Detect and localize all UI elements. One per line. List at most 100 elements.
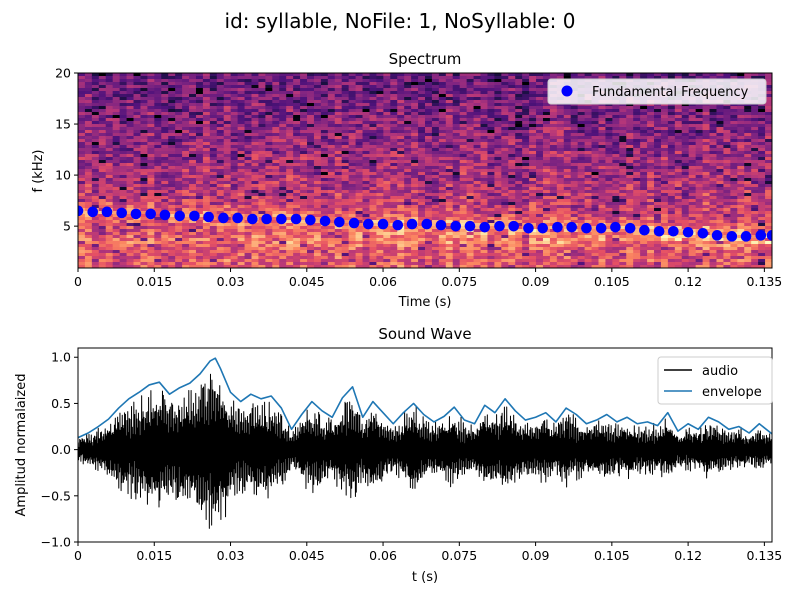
legend-fundamental-frequency-label: Fundamental Frequency [592,85,749,100]
y-tick-label: 0.5 [51,396,71,411]
x-tick-label: 0 [74,274,82,289]
spectrum-x-ticks: 0 0.015 0.03 0.045 0.06 0.075 0.09 0.105 0.12 0.1… [74,268,782,289]
fundamental-frequency-point [523,222,534,234]
fundamental-frequency-point [726,231,738,242]
fundamental-frequency-point [610,221,621,233]
legend-fundamental-frequency-marker [561,85,573,97]
x-tick-label: 0.09 [522,274,550,289]
x-tick-label: 0.09 [522,548,550,563]
fundamental-frequency-point [508,220,520,232]
soundwave-panel: Sound Wave 0 0.015 0.03 0.045 0.06 0.075 0.09 0… [14,325,782,585]
fundamental-frequency-point [566,221,577,233]
legend-envelope-label: envelope [702,385,762,400]
fundamental-frequency-point [421,218,433,230]
figure-suptitle: id: syllable, NoFile: 1, NoSyllable: 0 [225,9,576,33]
y-tick-label: −1.0 [41,535,71,550]
soundwave-y-ticks: −1.0 −0.5 0.0 0.5 1.0 [41,350,78,550]
fundamental-frequency-point [406,218,418,230]
y-tick-label: 5 [63,219,71,234]
soundwave-legend: audio envelope [657,356,773,405]
fundamental-frequency-point [766,230,772,241]
x-tick-label: 0.135 [746,274,782,289]
fundamental-frequency-point [595,222,607,234]
fundamental-frequency-point [682,226,694,238]
fundamental-frequency-point [668,225,679,237]
envelope-line [78,357,772,439]
fundamental-frequency-point [87,206,99,218]
fundamental-frequency-point [740,231,752,242]
x-tick-label: 0.015 [136,274,172,289]
x-tick-label: 0.045 [289,274,325,289]
fundamental-frequency-point [130,208,142,220]
x-tick-label: 0.135 [746,548,782,563]
soundwave-x-label: t (s) [412,570,438,585]
fundamental-frequency-point [653,225,665,237]
spectrum-legend: Fundamental Frequency [547,78,767,105]
x-tick-label: 0.03 [217,274,245,289]
x-tick-label: 0.03 [217,548,245,563]
fundamental-frequency-point [755,230,767,241]
y-tick-label: 1.0 [51,350,71,365]
fundamental-frequency-point [305,214,316,226]
spectrum-y-label: f (kHz) [31,150,46,193]
fundamental-frequency-point [464,220,476,232]
x-tick-label: 0.12 [674,274,702,289]
fundamental-frequency-point [450,220,462,232]
x-tick-label: 0.12 [674,548,702,563]
x-tick-label: 0.105 [594,274,630,289]
spectrum-axes-frame [77,72,773,269]
soundwave-legend-box [657,356,773,405]
fundamental-frequency-point [392,219,404,231]
y-tick-label: 15 [55,117,71,132]
x-tick-label: 0.075 [441,548,477,563]
fundamental-frequency-point [552,221,563,233]
legend-audio-label: audio [702,364,738,379]
x-tick-label: 0 [74,548,82,563]
fundamental-frequency-point [174,210,185,222]
spectrum-title: Spectrum [389,50,462,68]
fundamental-frequency-point [363,218,374,230]
x-tick-label: 0.045 [289,548,325,563]
fundamental-frequency-point [189,210,200,222]
fundamental-frequency-point [290,213,302,225]
spectrum-legend-box [547,78,767,105]
fundamental-frequency-point [624,222,636,234]
audio-line [78,373,772,529]
fundamental-frequency-point [218,212,229,224]
fundamental-frequency-point [697,227,709,239]
fundamental-frequency-point [232,212,243,224]
x-tick-label: 0.075 [441,274,477,289]
fundamental-frequency-point [479,221,491,233]
x-tick-label: 0.105 [594,548,630,563]
fundamental-frequency-point [711,230,723,241]
fundamental-frequency-point [276,213,287,225]
x-tick-label: 0.06 [369,274,397,289]
fundamental-frequency-point [639,224,650,236]
x-tick-label: 0.015 [136,548,172,563]
fundamental-frequency-point [494,220,505,232]
fundamental-frequency-point [145,208,156,220]
y-tick-label: −0.5 [41,488,71,503]
fundamental-frequency-point [247,213,258,225]
fundamental-frequency-point [435,219,447,231]
fundamental-frequency-point [116,207,128,219]
soundwave-y-label: Amplitud normalaized [14,374,29,517]
fundamental-frequency-point [334,216,345,228]
soundwave-title: Sound Wave [378,325,471,343]
fundamental-frequency-point [348,217,360,229]
fundamental-frequency-point [159,209,171,221]
y-tick-label: 20 [55,66,71,81]
y-tick-label: 0.0 [51,442,71,457]
spectrum-y-ticks: 5 10 15 20 [55,66,78,234]
fundamental-frequency-point [78,205,84,217]
soundwave-axes-frame [77,347,773,543]
fundamental-frequency-point [261,213,272,225]
fundamental-frequency-point [377,218,389,230]
fundamental-frequency-point [319,215,331,227]
soundwave-x-ticks: 0 0.015 0.03 0.045 0.06 0.075 0.09 0.105 0.12 0.1… [74,542,782,563]
fundamental-frequency-point [581,222,592,234]
fundamental-frequency-point [101,206,113,218]
fundamental-frequency-points [78,205,772,242]
y-tick-label: 10 [55,168,71,183]
